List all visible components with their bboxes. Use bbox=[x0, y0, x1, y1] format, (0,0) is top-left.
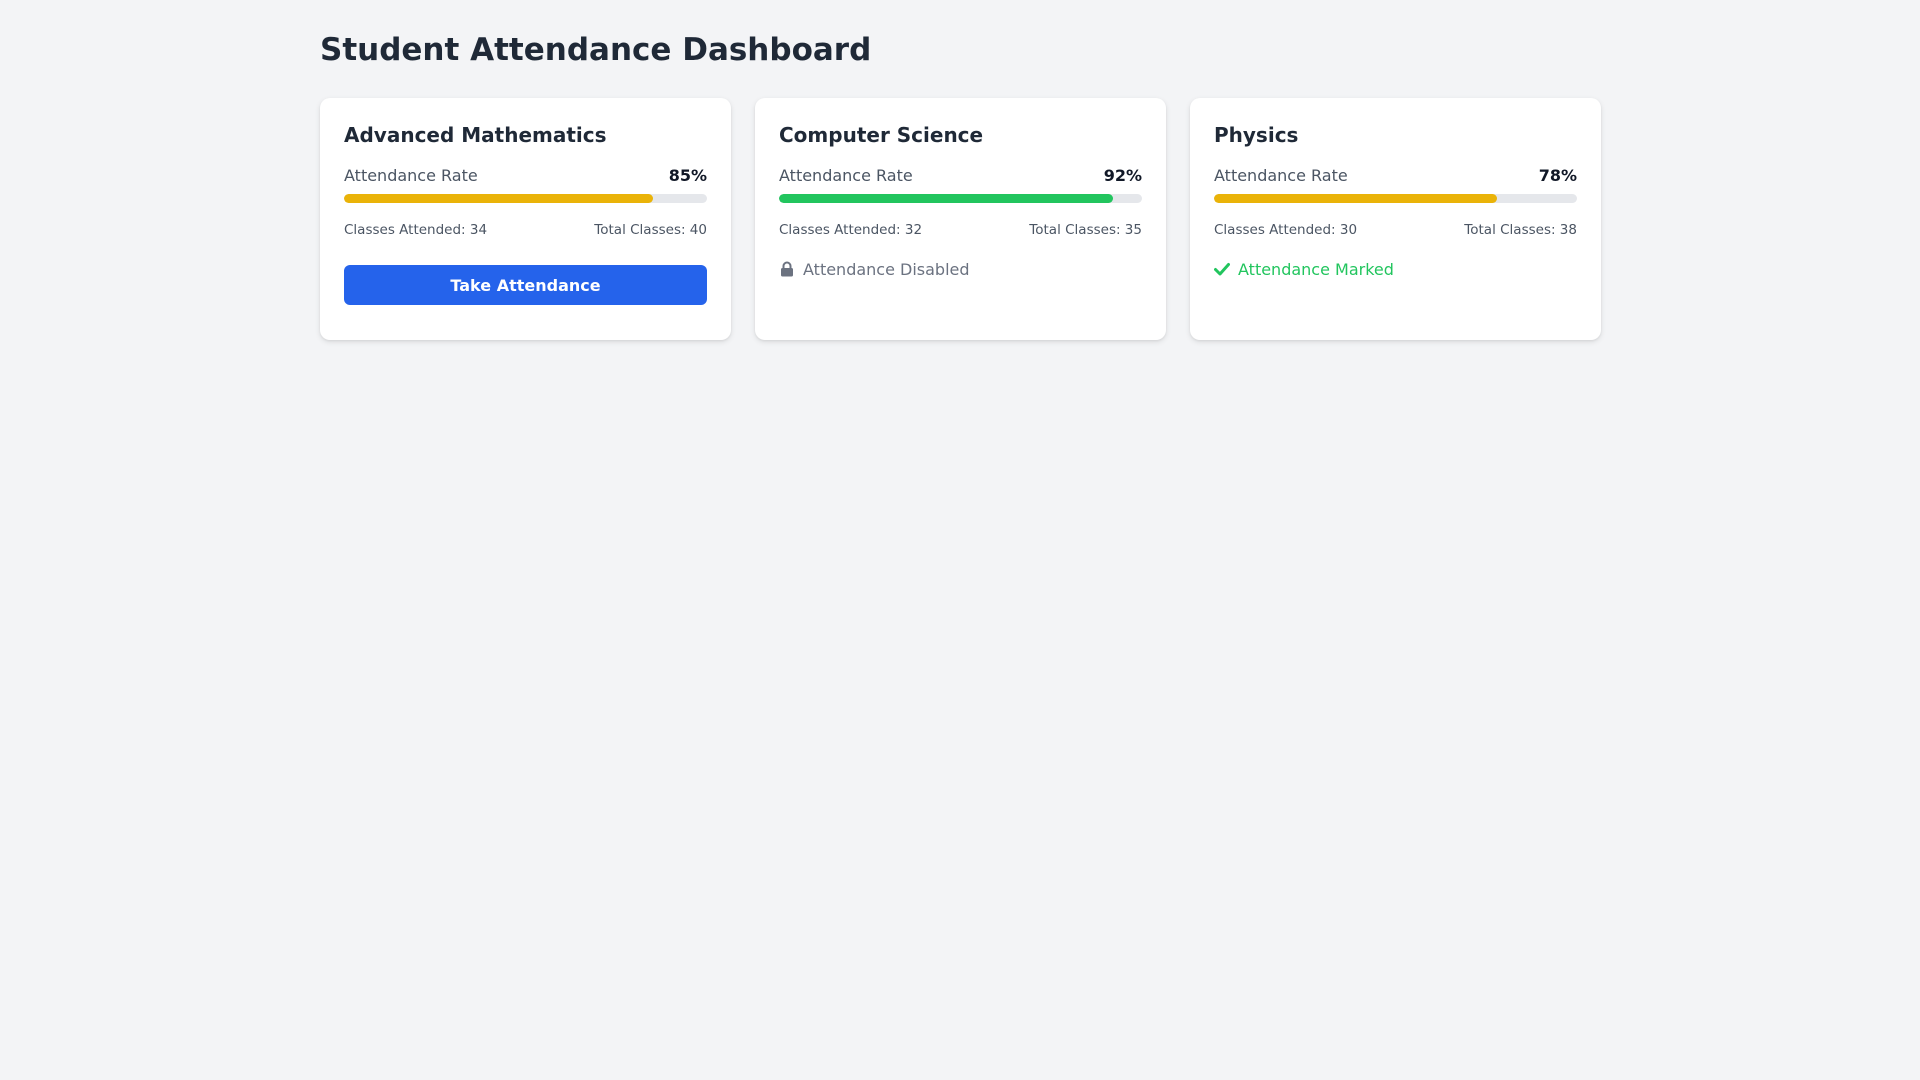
lock-icon bbox=[779, 261, 795, 277]
class-stats-row: Classes Attended: 32 Total Classes: 35 bbox=[779, 221, 1142, 239]
attendance-rate-row: Attendance Rate 92% bbox=[779, 165, 1142, 185]
attendance-progress-fill bbox=[344, 194, 653, 203]
attendance-rate-value: 78% bbox=[1538, 165, 1577, 185]
attendance-disabled-label: Attendance Disabled bbox=[803, 259, 970, 279]
course-title: Advanced Mathematics bbox=[344, 123, 607, 147]
attendance-progress-bar bbox=[779, 194, 1142, 203]
checkmark-icon bbox=[1214, 261, 1230, 277]
attendance-marked-status: Attendance Marked bbox=[1214, 258, 1577, 280]
page-title: Student Attendance Dashboard bbox=[320, 32, 872, 68]
attendance-progress-bar bbox=[1214, 194, 1577, 203]
course-card-physics: Physics Attendance Rate 78% Classes Atte… bbox=[1190, 98, 1601, 340]
total-classes: Total Classes: 38 bbox=[1464, 222, 1577, 238]
attendance-rate-label: Attendance Rate bbox=[779, 165, 913, 185]
class-stats-row: Classes Attended: 34 Total Classes: 40 bbox=[344, 221, 707, 239]
attendance-marked-label: Attendance Marked bbox=[1238, 259, 1394, 279]
course-card-advanced-mathematics: Advanced Mathematics Attendance Rate 85%… bbox=[320, 98, 731, 340]
attendance-rate-value: 85% bbox=[668, 165, 707, 185]
course-card-computer-science: Computer Science Attendance Rate 92% Cla… bbox=[755, 98, 1166, 340]
classes-attended: Classes Attended: 30 bbox=[1214, 222, 1358, 238]
attendance-rate-label: Attendance Rate bbox=[344, 165, 478, 185]
attendance-rate-label: Attendance Rate bbox=[1214, 165, 1348, 185]
dashboard-container: Student Attendance Dashboard Advanced Ma… bbox=[320, 0, 1601, 340]
attendance-progress-fill bbox=[1214, 194, 1498, 203]
course-cards: Advanced Mathematics Attendance Rate 85%… bbox=[320, 98, 1601, 340]
attendance-rate-value: 92% bbox=[1103, 165, 1142, 185]
attendance-disabled-status: Attendance Disabled bbox=[779, 258, 1142, 280]
course-title: Physics bbox=[1214, 123, 1299, 147]
total-classes: Total Classes: 40 bbox=[594, 222, 707, 238]
take-attendance-button[interactable]: Take Attendance bbox=[344, 265, 707, 305]
total-classes: Total Classes: 35 bbox=[1029, 222, 1142, 238]
attendance-progress-fill bbox=[779, 194, 1113, 203]
class-stats-row: Classes Attended: 30 Total Classes: 38 bbox=[1214, 221, 1577, 239]
attendance-rate-row: Attendance Rate 78% bbox=[1214, 165, 1577, 185]
attendance-progress-bar bbox=[344, 194, 707, 203]
classes-attended: Classes Attended: 34 bbox=[344, 222, 488, 238]
attendance-rate-row: Attendance Rate 85% bbox=[344, 165, 707, 185]
course-title: Computer Science bbox=[779, 123, 984, 147]
classes-attended: Classes Attended: 32 bbox=[779, 222, 923, 238]
